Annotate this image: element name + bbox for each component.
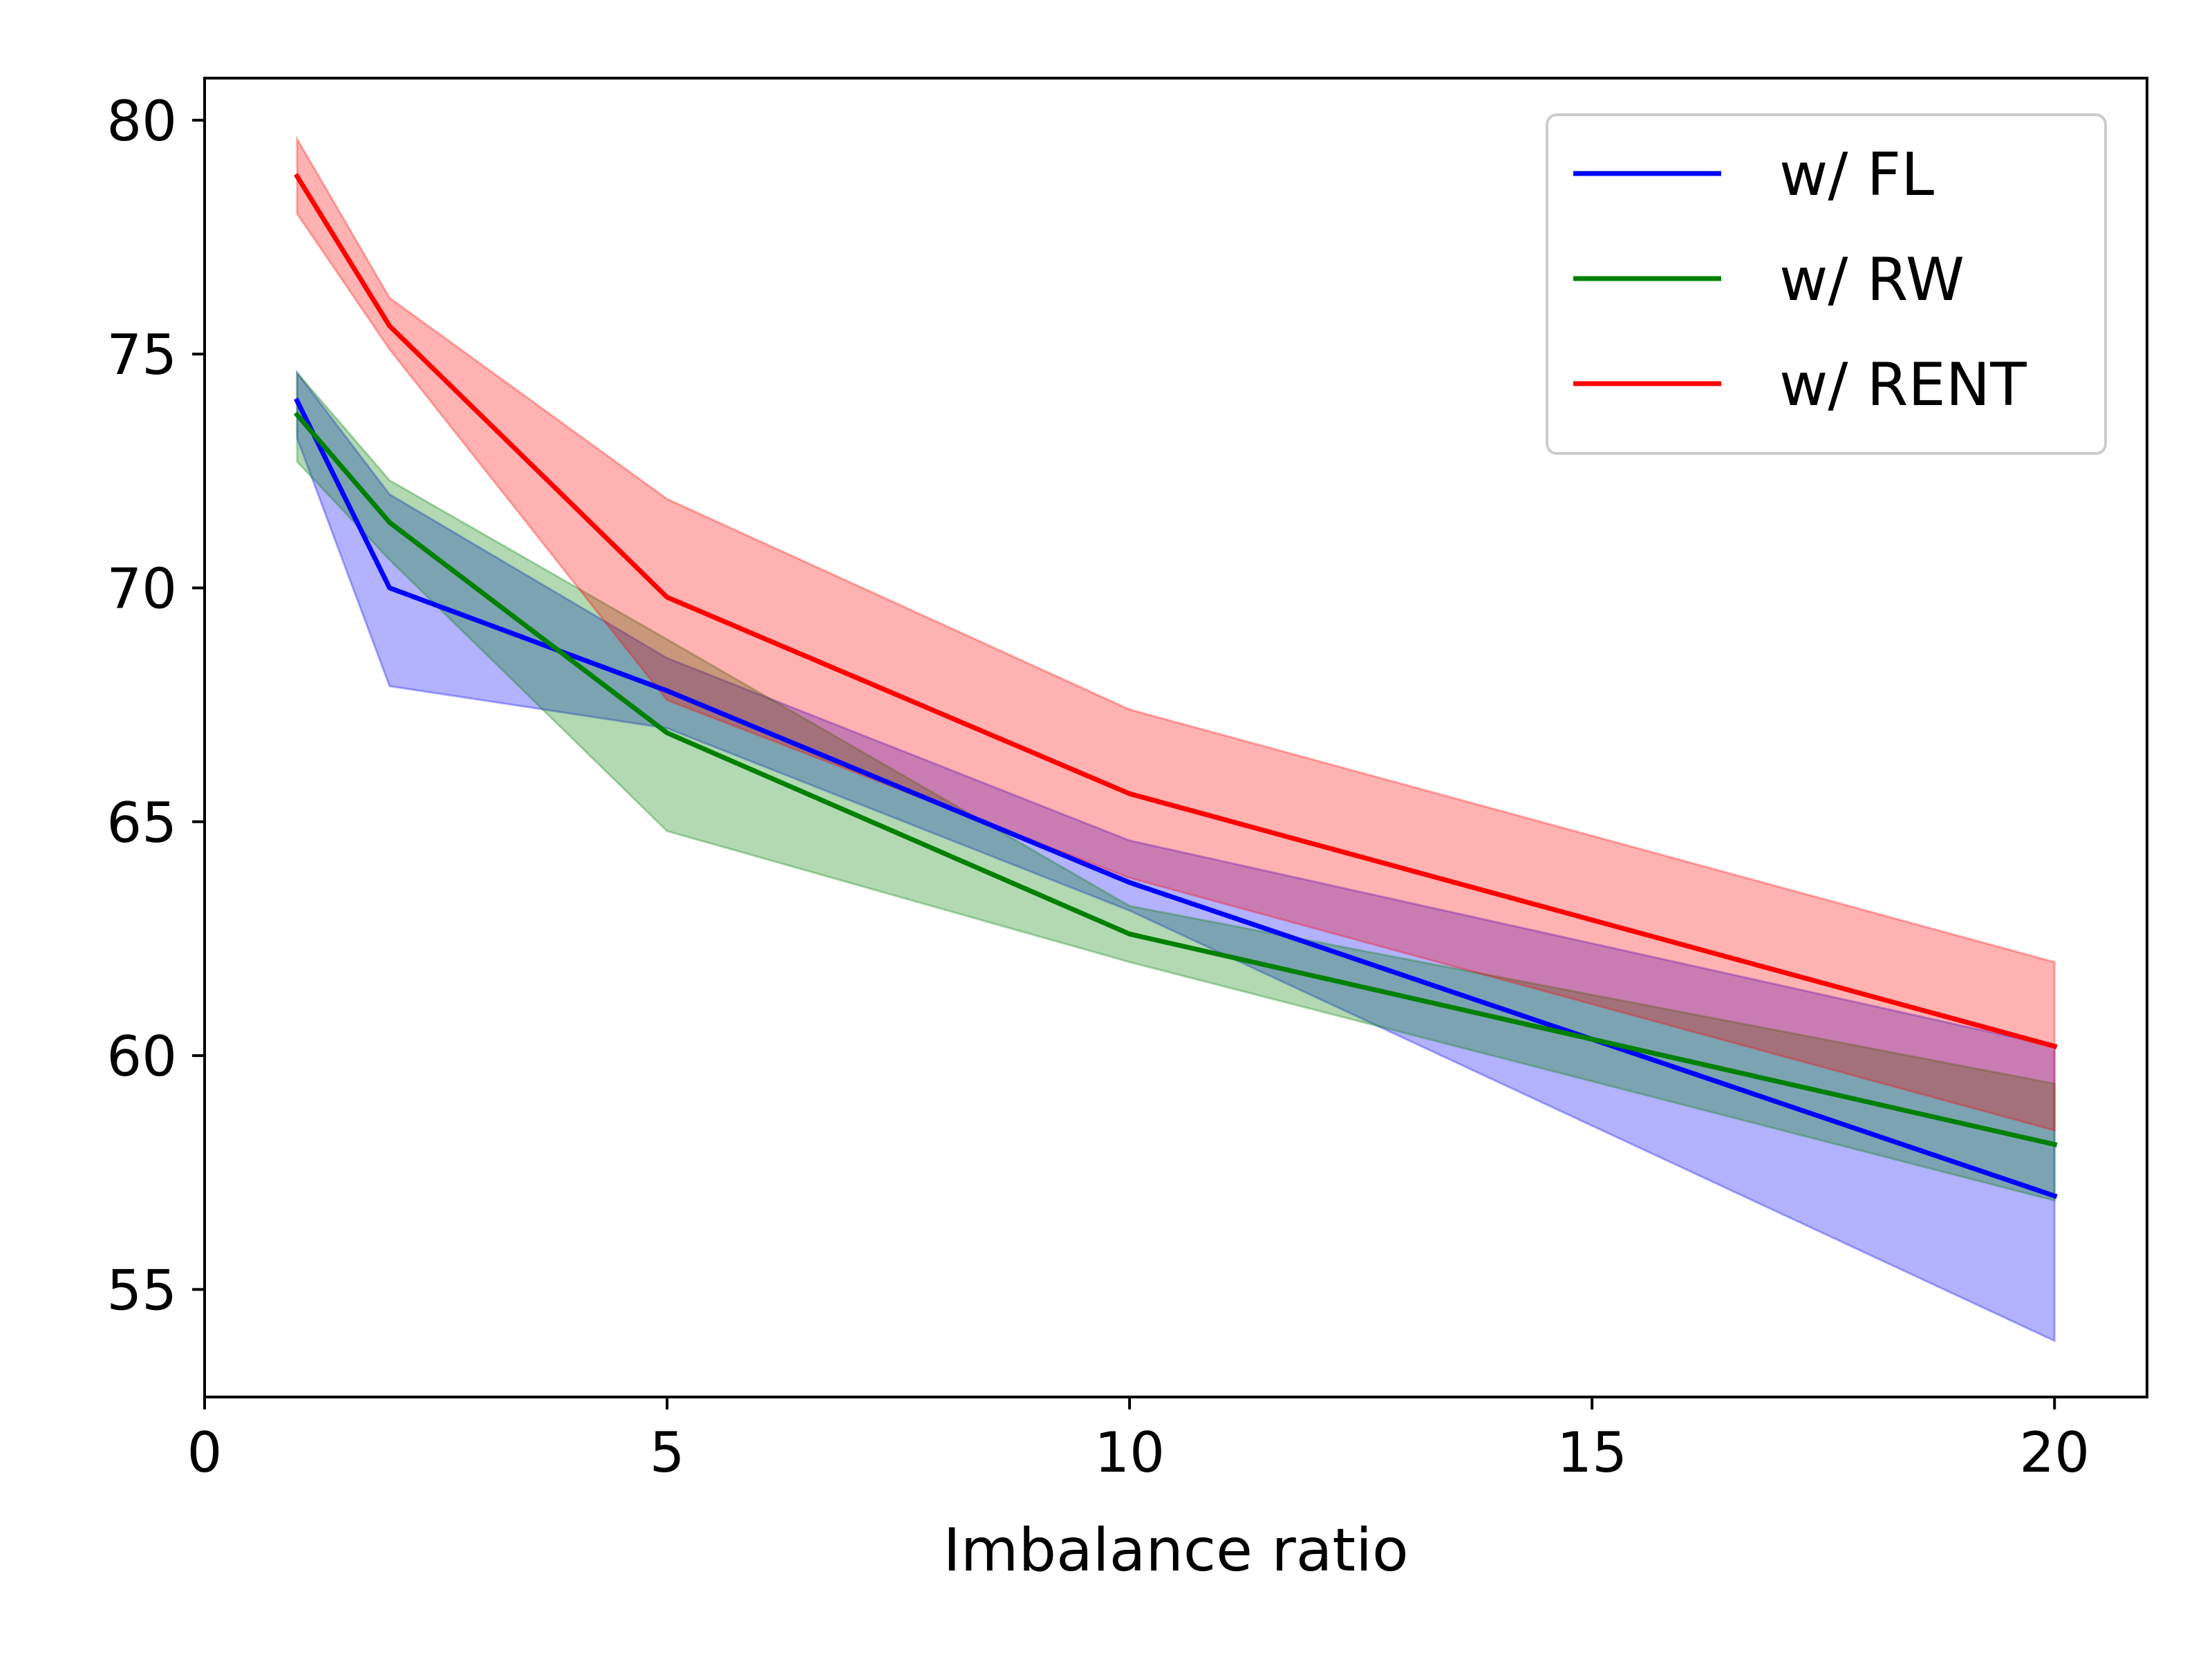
x-axis-label: Imbalance ratio xyxy=(943,1516,1408,1585)
legend-label-w-rent: w/ RENT xyxy=(1779,350,2027,420)
series-lines xyxy=(293,173,2058,1199)
y-tick-label: 55 xyxy=(106,1258,177,1322)
y-tick-label: 65 xyxy=(106,791,177,855)
plot-frame xyxy=(203,77,2148,1398)
band-w-fl xyxy=(296,369,2056,1343)
y-axis: 55 60 65 70 75 80 xyxy=(106,89,205,1322)
legend-box xyxy=(1546,113,2107,455)
y-tick-label: 80 xyxy=(106,89,177,153)
y-tick-label: 60 xyxy=(106,1024,177,1089)
legend: w/ FL w/ RW w/ RENT xyxy=(1546,113,2107,455)
legend-label-w-fl: w/ FL xyxy=(1779,140,1934,209)
x-tick-label: 5 xyxy=(650,1421,685,1485)
legend-label-w-rw: w/ RW xyxy=(1779,245,1965,315)
x-axis: 0 5 10 15 20 xyxy=(187,1397,2090,1485)
y-tick-label: 75 xyxy=(106,323,177,387)
x-tick-label: 10 xyxy=(1094,1421,1165,1485)
band-w-rent xyxy=(296,135,2056,1132)
x-tick-label: 0 xyxy=(187,1421,223,1485)
line-w-fl xyxy=(294,397,2058,1199)
line-w-rent xyxy=(293,173,2058,1049)
line-w-rw xyxy=(293,411,2058,1147)
x-tick-label: 20 xyxy=(2019,1421,2090,1485)
x-tick-label: 15 xyxy=(1557,1421,1627,1485)
y-tick-label: 70 xyxy=(106,556,177,621)
